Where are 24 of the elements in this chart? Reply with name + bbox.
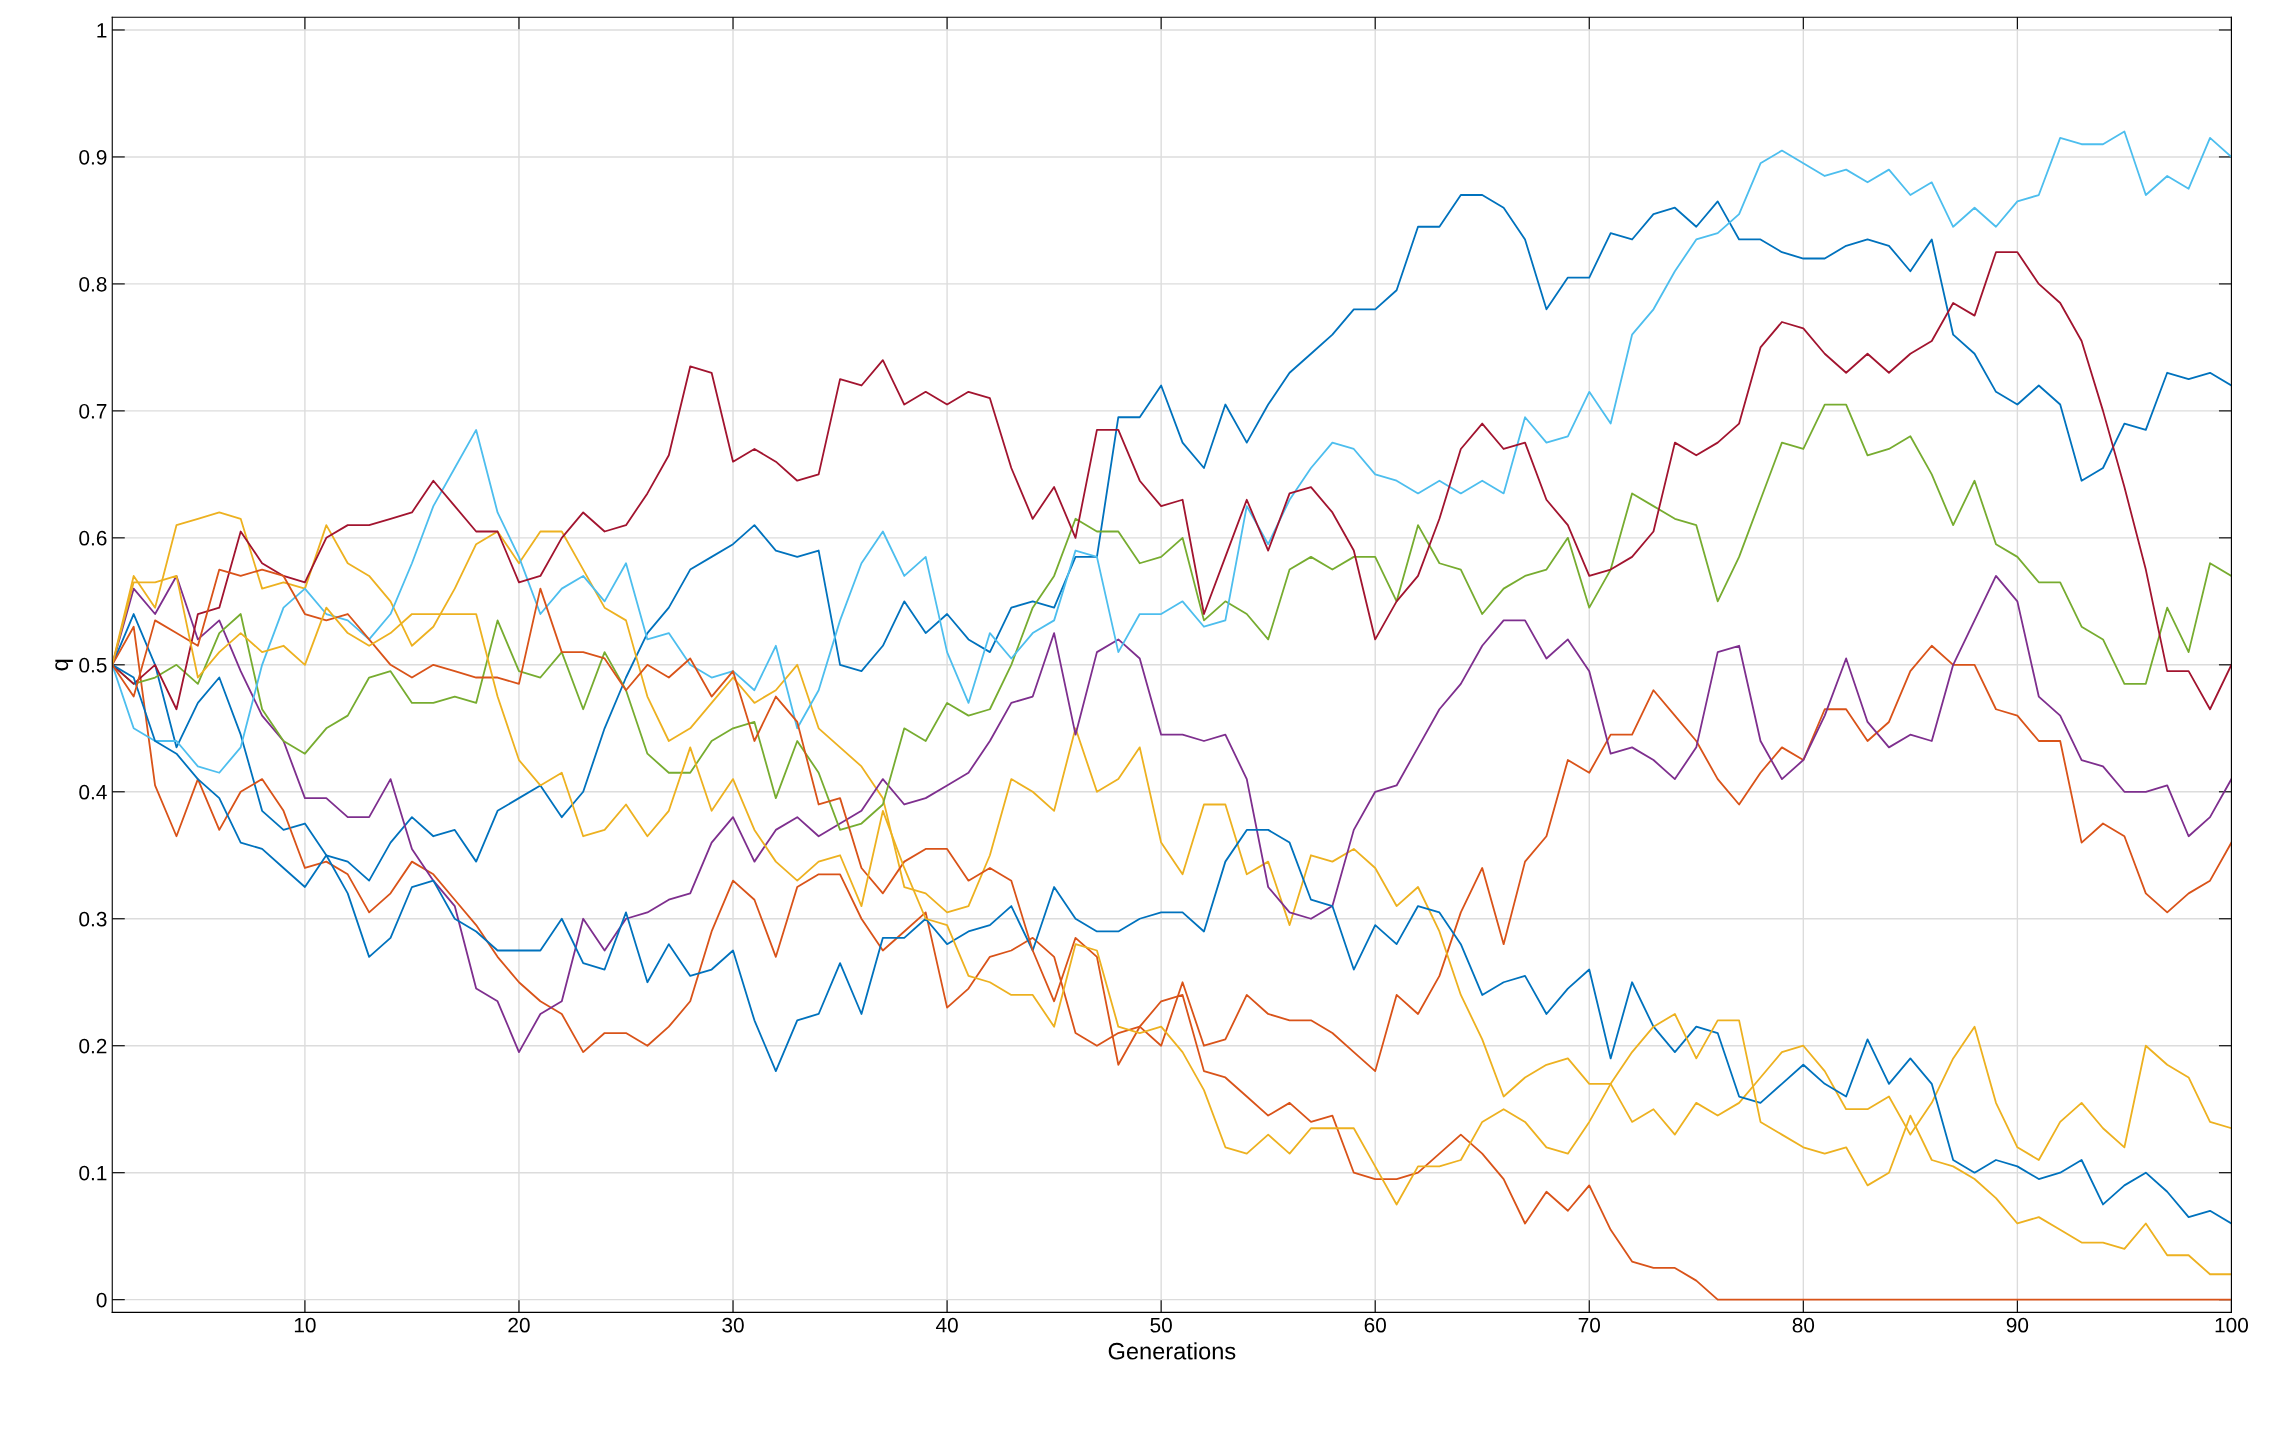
y-tick-label: 0.4 [79,784,107,800]
x-tick-label: 40 [935,1317,958,1333]
y-tick-label: 0.2 [79,1038,107,1054]
x-tick-label: 60 [1364,1317,1386,1333]
x-tick-label: 30 [722,1317,744,1333]
line-series [112,130,2232,774]
x-tick-label: 100 [2215,1317,2248,1333]
x-tick-label: 20 [508,1317,530,1333]
x-tick-label: 50 [1150,1317,1172,1333]
y-tick-label: 0.8 [79,276,107,292]
y-tick-label: 0.9 [79,149,107,165]
y-tick-label: 1 [97,23,107,38]
y-tick-label: 0.1 [79,1165,107,1181]
y-tick-label: 0.7 [79,403,107,419]
y-axis-title: q [55,659,73,671]
y-tick-label: 0 [96,1292,107,1308]
x-axis-title: Generations [1108,1342,1236,1360]
y-tick-label: 0.5 [79,657,107,673]
x-tick-label: 80 [1792,1317,1815,1333]
x-tick-label: 90 [2006,1317,2029,1333]
y-tick-label: 0.6 [79,530,107,546]
x-tick-label: 10 [294,1317,316,1333]
y-tick-label: 0.3 [79,911,107,927]
x-tick-label: 70 [1578,1317,1601,1333]
